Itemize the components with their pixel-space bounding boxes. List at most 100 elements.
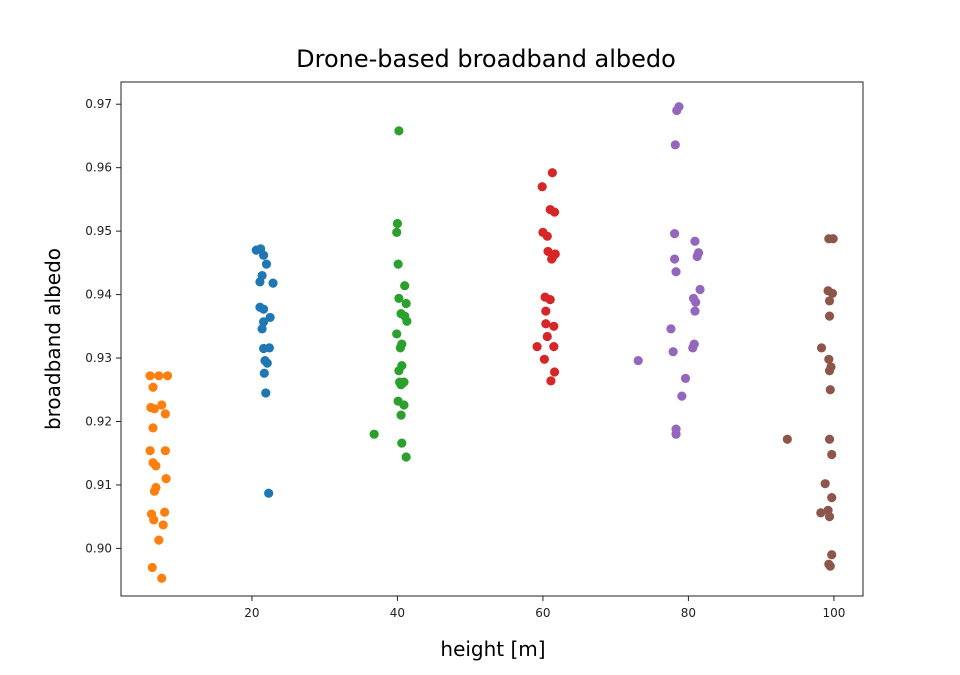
data-point	[677, 391, 687, 401]
data-point	[824, 311, 835, 321]
series-5	[633, 102, 705, 439]
data-point	[148, 382, 158, 392]
data-point	[402, 316, 412, 326]
data-point	[258, 343, 269, 354]
data-point	[157, 400, 167, 410]
series-1	[145, 371, 173, 583]
data-point	[149, 486, 160, 496]
data-point	[695, 284, 705, 295]
data-point	[672, 105, 682, 116]
data-point	[827, 288, 838, 298]
data-point	[160, 446, 170, 456]
data-point	[259, 368, 269, 378]
series-6	[782, 234, 838, 571]
data-point	[827, 449, 837, 460]
data-point	[257, 324, 267, 334]
data-point	[261, 259, 272, 269]
data-point	[541, 306, 551, 316]
data-point	[824, 512, 835, 522]
data-point	[149, 515, 159, 525]
data-point	[393, 259, 403, 269]
data-point	[149, 404, 160, 414]
data-point	[265, 312, 275, 323]
data-point	[688, 343, 698, 353]
data-points	[145, 102, 838, 583]
y-tick-label: 0.93	[85, 351, 112, 365]
data-point	[669, 254, 680, 264]
data-point	[258, 317, 269, 327]
y-tick-label: 0.96	[85, 161, 112, 175]
data-point	[680, 373, 691, 383]
data-point	[692, 251, 702, 262]
y-tick-label: 0.95	[85, 224, 112, 238]
data-point	[145, 446, 155, 456]
data-point	[782, 434, 792, 444]
data-point	[161, 474, 171, 484]
x-tick-label: 80	[681, 606, 696, 620]
data-point	[160, 507, 170, 517]
data-point	[825, 561, 835, 571]
data-point	[160, 409, 170, 419]
data-point	[397, 438, 407, 448]
data-point	[690, 306, 700, 316]
data-point	[666, 324, 676, 334]
data-point	[392, 218, 403, 229]
data-point	[400, 281, 410, 291]
data-point	[549, 342, 559, 352]
data-point	[151, 461, 161, 471]
data-point	[154, 535, 164, 545]
data-point	[824, 354, 834, 364]
x-axis-label: height [m]	[440, 637, 545, 661]
data-point	[824, 366, 835, 376]
y-axis-label: broadband albedo	[41, 248, 65, 430]
data-point	[549, 207, 560, 217]
data-point	[816, 508, 826, 518]
data-point	[162, 371, 173, 381]
y-axis: 0.90 0.91 0.92 0.93 0.94 0.95 0.96 0.97	[85, 97, 121, 555]
data-point	[827, 493, 837, 503]
data-point	[539, 354, 549, 364]
data-point	[547, 254, 557, 264]
data-point	[549, 367, 560, 377]
data-point	[633, 355, 643, 366]
y-tick-label: 0.97	[85, 97, 112, 111]
data-point	[258, 304, 269, 314]
data-point	[157, 573, 167, 583]
data-point	[669, 229, 680, 239]
data-point	[395, 343, 405, 353]
data-point	[369, 429, 379, 439]
data-point	[262, 358, 272, 368]
data-point	[690, 236, 700, 246]
data-point	[824, 296, 835, 306]
data-point	[671, 267, 681, 277]
data-point	[670, 140, 680, 150]
series-3	[369, 126, 412, 462]
data-point	[268, 278, 278, 288]
data-point	[542, 231, 552, 241]
data-point	[261, 388, 271, 398]
data-point	[394, 293, 404, 303]
data-point	[671, 429, 681, 439]
data-point	[399, 400, 409, 410]
data-point	[145, 371, 155, 381]
data-point	[546, 376, 556, 386]
x-tick-label: 60	[535, 606, 550, 620]
data-point	[542, 331, 552, 342]
data-point	[396, 380, 406, 390]
data-point	[394, 366, 404, 376]
data-point	[541, 319, 551, 329]
data-point	[827, 550, 837, 560]
data-point	[537, 182, 547, 192]
plot-frame	[120, 81, 864, 597]
data-point	[401, 298, 411, 309]
y-tick-label: 0.92	[85, 414, 112, 428]
data-point	[816, 343, 827, 353]
data-point	[394, 126, 404, 136]
data-point	[532, 342, 542, 352]
data-point	[392, 329, 402, 339]
data-point	[549, 321, 559, 331]
data-point	[264, 488, 274, 498]
data-point	[148, 423, 158, 433]
data-point	[824, 434, 835, 444]
x-tick-label: 40	[390, 606, 405, 620]
